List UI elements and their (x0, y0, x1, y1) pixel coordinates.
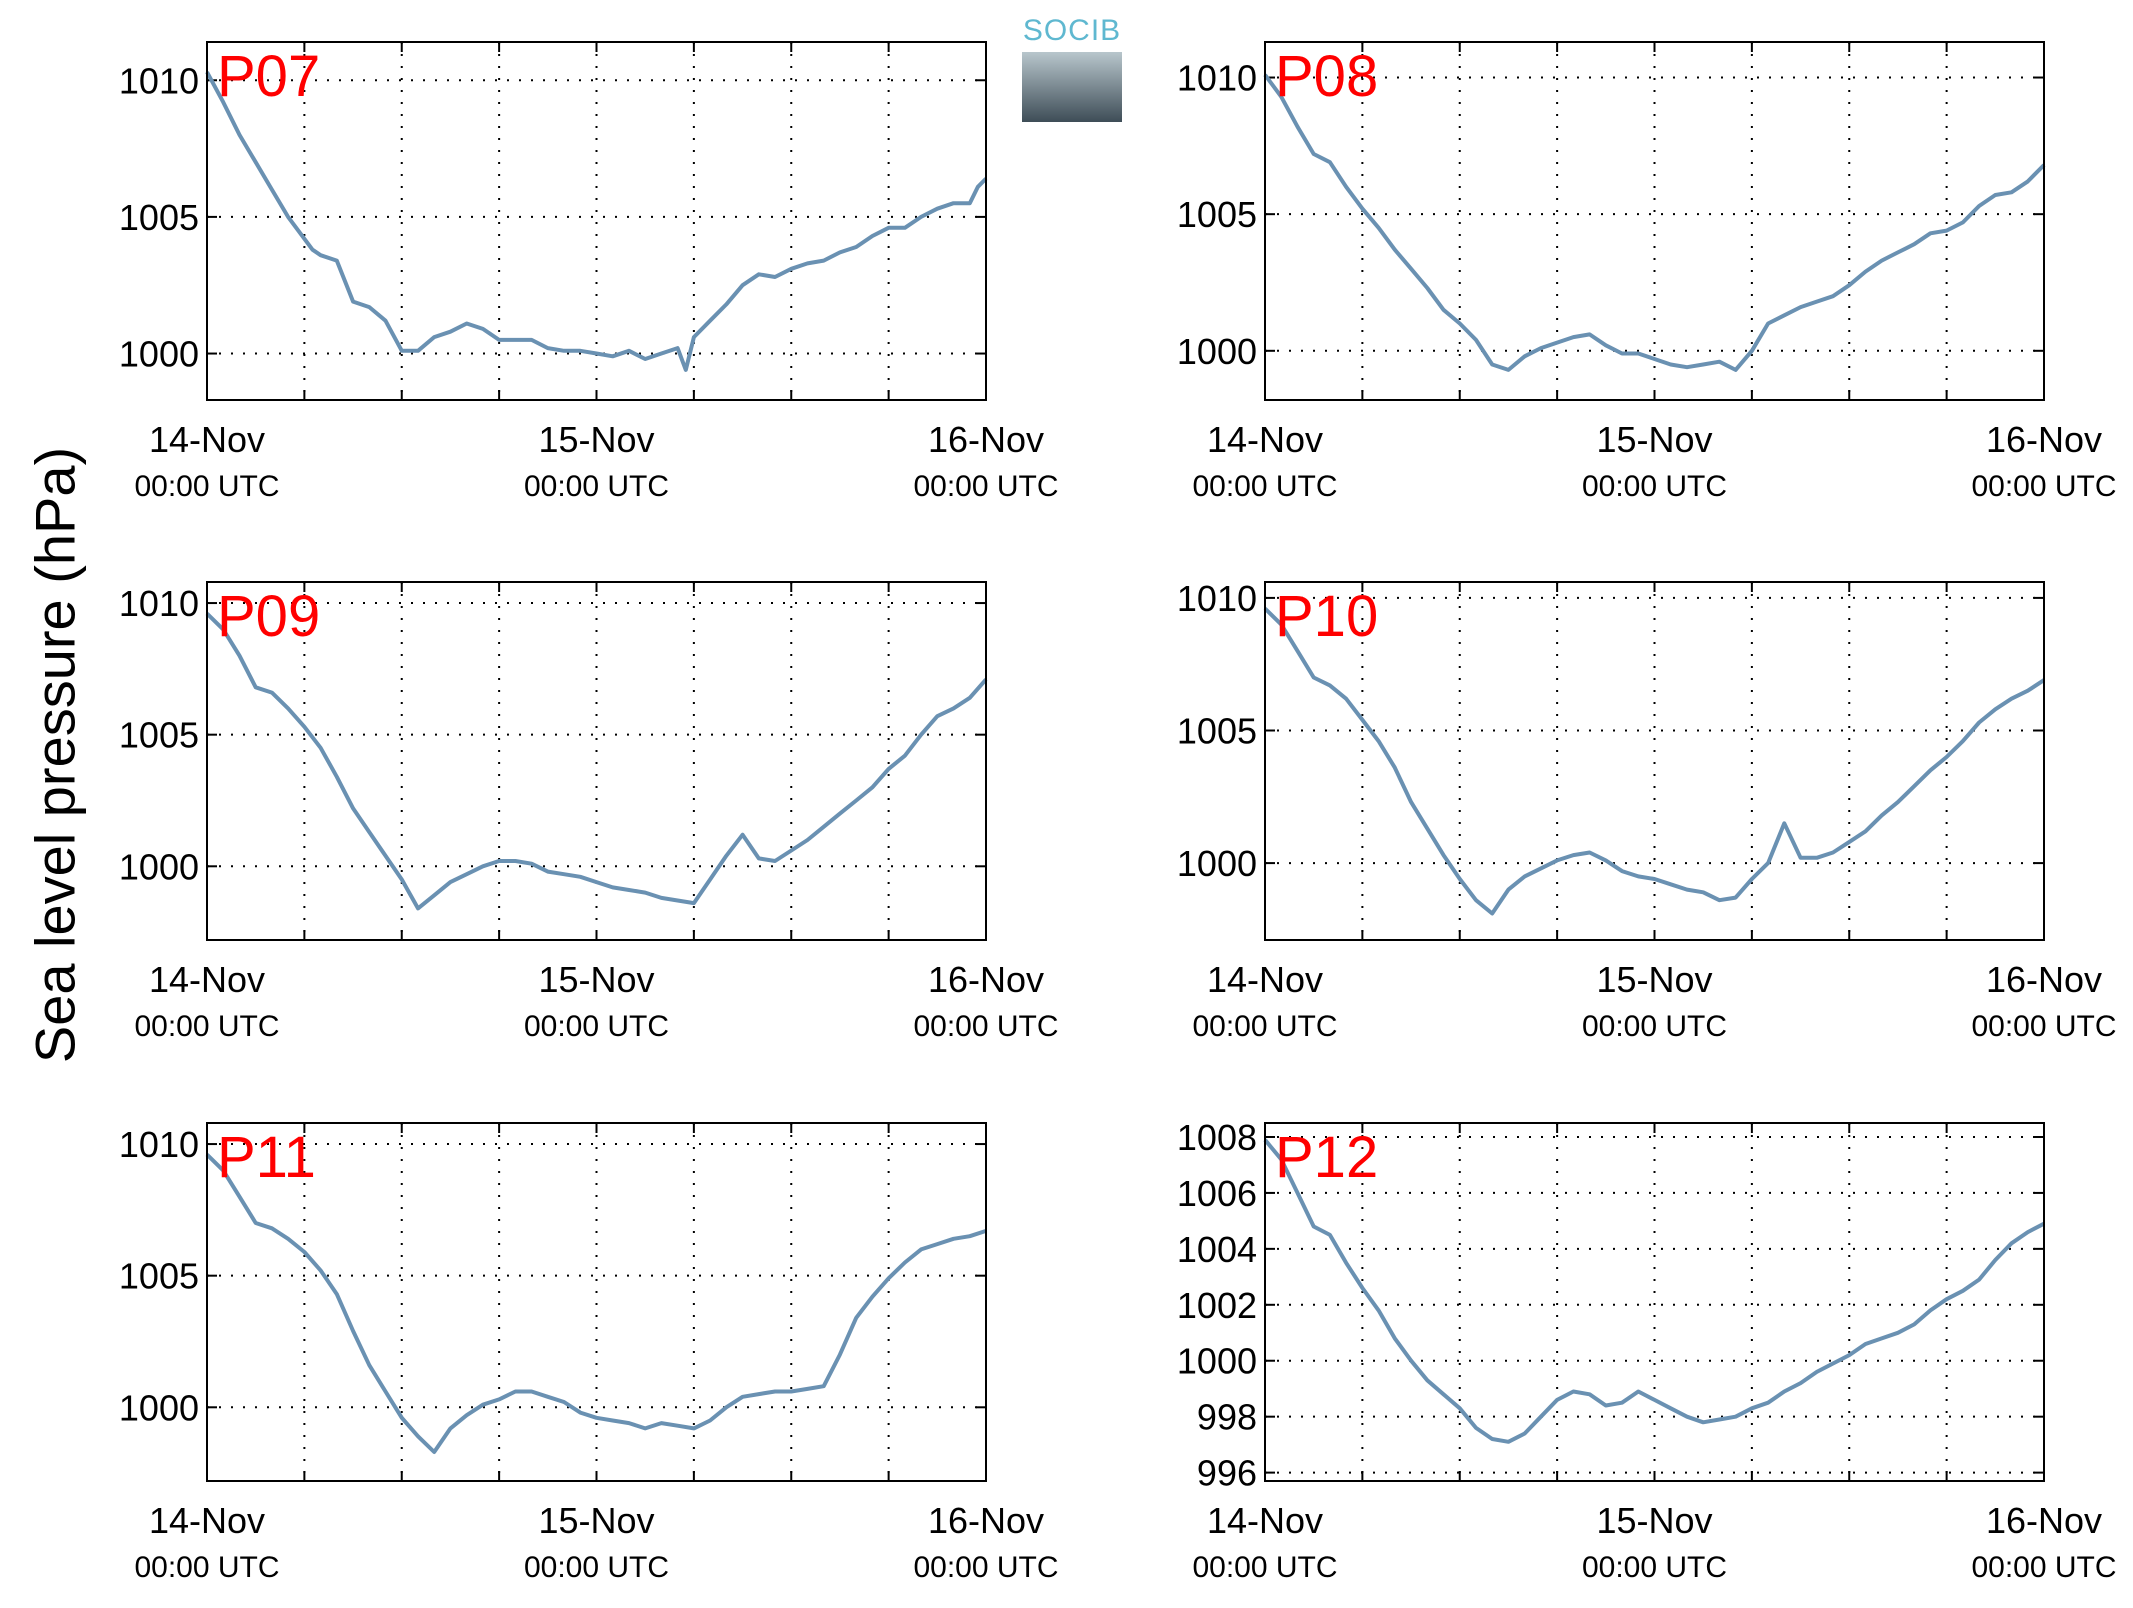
y-tick-label: 1004 (1177, 1229, 1257, 1270)
plot-frame (206, 1122, 987, 1482)
x-tick-label: 15-Nov (538, 959, 654, 1000)
x-tick-sublabel: 00:00 UTC (1971, 470, 2116, 503)
x-tick-sublabel: 00:00 UTC (1192, 470, 1337, 503)
station-label: P07 (217, 44, 320, 109)
y-tick-label: 1000 (1177, 1341, 1257, 1382)
x-tick-label: 16-Nov (1986, 1500, 2102, 1541)
y-tick-label: 996 (1197, 1453, 1257, 1494)
y-tick-label: 1005 (119, 197, 199, 238)
x-tick-label: 15-Nov (1596, 959, 1712, 1000)
y-tick-label: 1008 (1177, 1117, 1257, 1158)
y-tick-label: 1010 (119, 583, 199, 624)
x-tick-sublabel: 00:00 UTC (913, 470, 1058, 503)
x-tick-label: 15-Nov (538, 419, 654, 460)
x-tick-label: 14-Nov (1207, 959, 1323, 1000)
panel-p08: 1000 1005 1010 14-Nov 00:00 UTC 15-Nov 00:00 U… (1177, 41, 2117, 503)
y-tick-label: 1000 (119, 1387, 199, 1428)
x-tick-label: 14-Nov (1207, 419, 1323, 460)
x-tick-sublabel: 00:00 UTC (1192, 1010, 1337, 1043)
panel-p10: 1000 1005 1010 14-Nov 00:00 UTC 15-Nov 00:00 U… (1177, 578, 2117, 1043)
x-tick-sublabel: 00:00 UTC (134, 1551, 279, 1584)
station-label: P08 (1275, 44, 1378, 109)
x-tick-label: 14-Nov (149, 1500, 265, 1541)
socib-logo: SOCIB (1022, 14, 1122, 122)
y-tick-label: 1005 (119, 1256, 199, 1297)
x-tick-label: 15-Nov (1596, 419, 1712, 460)
x-tick-label: 14-Nov (1207, 1500, 1323, 1541)
y-tick-label: 1005 (1177, 194, 1257, 235)
x-tick-label: 15-Nov (1596, 1500, 1712, 1541)
x-tick-label: 16-Nov (928, 959, 1044, 1000)
panel-p07: 1000 1005 1010 14-Nov 00:00 UTC 15-Nov 00:00 U… (119, 41, 1059, 503)
x-tick-sublabel: 00:00 UTC (1971, 1551, 2116, 1584)
y-tick-label: 1010 (1177, 58, 1257, 99)
x-tick-sublabel: 00:00 UTC (524, 1551, 669, 1584)
x-tick-label: 14-Nov (149, 419, 265, 460)
plot-frame (1264, 41, 2045, 401)
y-tick-label: 1010 (119, 1124, 199, 1165)
x-tick-sublabel: 00:00 UTC (1192, 1551, 1337, 1584)
x-tick-sublabel: 00:00 UTC (913, 1551, 1058, 1584)
y-tick-label: 1006 (1177, 1173, 1257, 1214)
y-tick-label: 1000 (1177, 843, 1257, 884)
plot-frame (206, 41, 987, 401)
plot-frame (206, 581, 987, 941)
x-tick-sublabel: 00:00 UTC (134, 470, 279, 503)
y-tick-label: 1005 (119, 715, 199, 756)
station-label: P12 (1275, 1125, 1378, 1190)
pressure-series-line (205, 612, 988, 911)
x-tick-label: 15-Nov (538, 1500, 654, 1541)
pressure-series-line (1263, 73, 2046, 372)
x-tick-label: 16-Nov (1986, 419, 2102, 460)
x-tick-sublabel: 00:00 UTC (1582, 1010, 1727, 1043)
y-tick-label: 1010 (119, 60, 199, 101)
y-tick-label: 1000 (119, 846, 199, 887)
panel-p12: 996 998 1000 1002 1004 1006 1008 14-Nov 00:00 UT… (1177, 1117, 2117, 1584)
x-tick-sublabel: 00:00 UTC (524, 470, 669, 503)
plot-frame (1264, 1122, 2045, 1482)
pressure-series-line (205, 71, 988, 372)
station-label: P11 (217, 1125, 316, 1190)
y-tick-label: 1000 (119, 334, 199, 375)
pressure-series-line (205, 1153, 987, 1454)
x-tick-sublabel: 00:00 UTC (1582, 1551, 1727, 1584)
plot-frame (1264, 581, 2045, 941)
x-tick-sublabel: 00:00 UTC (913, 1010, 1058, 1043)
socib-logo-text: SOCIB (1022, 14, 1122, 47)
y-tick-label: 1010 (1177, 578, 1257, 619)
x-tick-label: 14-Nov (149, 959, 265, 1000)
y-tick-label: 1000 (1177, 331, 1257, 372)
y-tick-label: 1002 (1177, 1285, 1257, 1326)
x-tick-sublabel: 00:00 UTC (1582, 470, 1727, 503)
figure-y-axis-label: Sea level pressure (hPa) (23, 446, 87, 1064)
x-tick-sublabel: 00:00 UTC (134, 1010, 279, 1043)
x-tick-label: 16-Nov (1986, 959, 2102, 1000)
x-tick-label: 16-Nov (928, 1500, 1044, 1541)
x-tick-sublabel: 00:00 UTC (524, 1010, 669, 1043)
station-label: P09 (217, 584, 320, 649)
panel-p09: 1000 1005 1010 14-Nov 00:00 UTC 15-Nov 00:00 U… (119, 581, 1059, 1043)
y-tick-label: 1005 (1177, 711, 1257, 752)
socib-logo-mark (1022, 52, 1122, 122)
panel-p11: 1000 1005 1010 14-Nov 00:00 UTC 15-Nov 00:00 U… (119, 1122, 1059, 1584)
pressure-series-line (1263, 1138, 2045, 1444)
station-label: P10 (1275, 584, 1378, 649)
x-tick-sublabel: 00:00 UTC (1971, 1010, 2116, 1043)
y-tick-label: 998 (1197, 1397, 1257, 1438)
pressure-series-line (1263, 607, 2046, 916)
x-tick-label: 16-Nov (928, 419, 1044, 460)
